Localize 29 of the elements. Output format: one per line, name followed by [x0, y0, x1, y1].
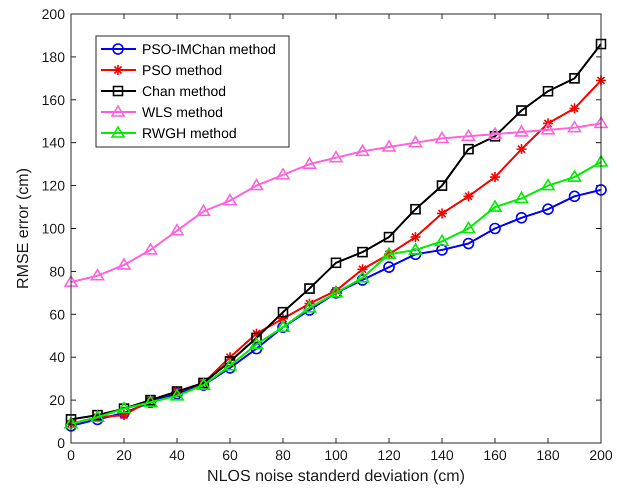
y-tick-label: 20	[49, 392, 66, 408]
x-tick-label: 140	[430, 447, 454, 463]
legend-label: RWGH method	[142, 125, 237, 141]
legend-label: WLS method	[142, 104, 223, 120]
y-tick-label: 120	[42, 178, 66, 194]
y-axis-title: RMSE error (cm)	[15, 168, 32, 289]
y-tick-label: 140	[42, 134, 66, 151]
x-tick-label: 180	[536, 447, 560, 463]
y-tick-label: 0	[57, 435, 66, 451]
x-tick-label: 0	[67, 447, 76, 463]
x-tick-label: 20	[116, 447, 132, 463]
x-tick-label: 100	[324, 447, 348, 463]
x-axis-title: NLOS noise standerd deviation (cm)	[207, 468, 465, 485]
legend-label: PSO-IMChan method	[142, 41, 276, 57]
x-tick-label: 60	[222, 447, 238, 463]
y-tick-label: 180	[42, 48, 66, 65]
y-tick-label: 200	[42, 6, 66, 22]
x-tick-label: 120	[377, 447, 401, 463]
legend-label: PSO method	[142, 62, 222, 78]
x-tick-label: 160	[483, 447, 507, 463]
x-tick-label: 80	[275, 447, 291, 463]
y-tick-label: 40	[49, 349, 66, 366]
legend-label: Chan method	[142, 83, 226, 99]
x-tick-label: 200	[589, 447, 613, 463]
y-tick-label: 160	[42, 92, 66, 108]
x-tick-label: 40	[169, 447, 185, 463]
y-tick-label: 80	[49, 263, 66, 280]
y-tick-label: 60	[49, 306, 66, 322]
y-tick-label: 100	[42, 220, 66, 236]
